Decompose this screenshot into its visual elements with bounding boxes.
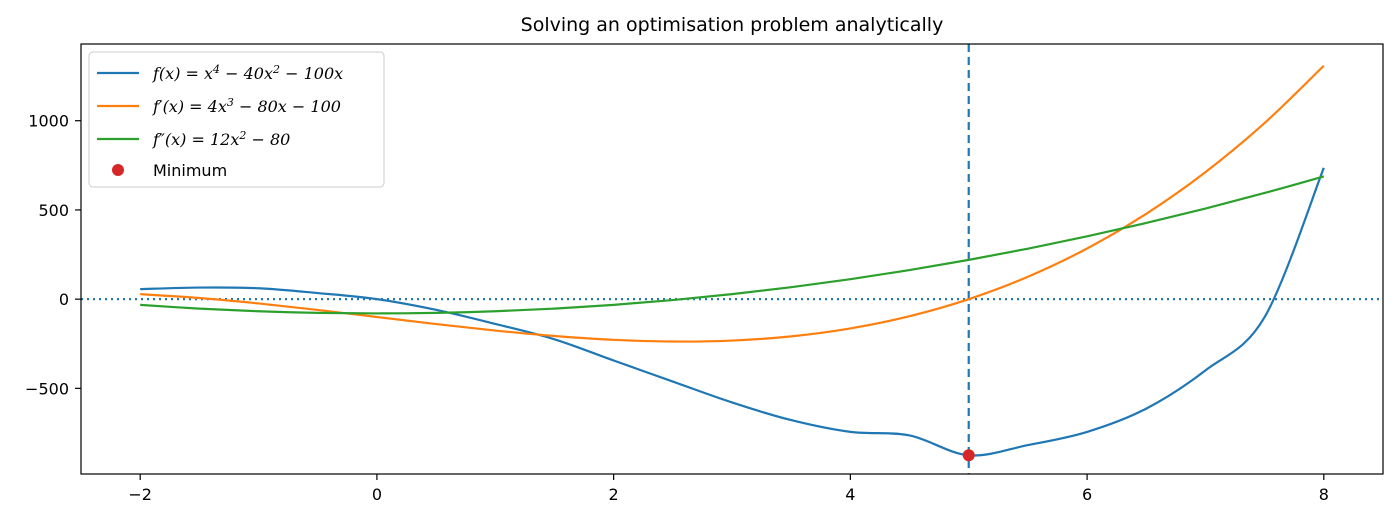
x-tick-label: 8 (1319, 485, 1329, 504)
legend-marker-swatch (112, 164, 124, 176)
y-tick-label: 500 (38, 201, 69, 220)
x-axis: −2 0 2 4 6 8 (128, 474, 1329, 504)
y-tick-label: −500 (25, 379, 69, 398)
f-double-prime-series-line (140, 175, 1325, 315)
y-tick-label: 1000 (28, 112, 69, 131)
f-series-line (140, 167, 1325, 457)
legend-label: Minimum (153, 161, 227, 180)
x-tick-label: −2 (128, 485, 152, 504)
plot-clip-group (81, 44, 1383, 474)
x-tick-label: 4 (845, 485, 855, 504)
legend-entry-f-prime: f′(x) = 4x3 − 80x − 100 (97, 96, 341, 117)
chart-title: Solving an optimisation problem analytic… (521, 14, 944, 36)
legend-box (88, 51, 385, 188)
legend: f(x) = x4 − 40x2 − 100x f′(x) = 4x3 − 80x… (88, 51, 385, 188)
legend-entry-f-double-prime: f″(x) = 12x2 − 80 (97, 129, 290, 150)
legend-label: f(x) = x4 − 40x2 − 100x (152, 63, 343, 84)
x-tick-label: 6 (1082, 485, 1092, 504)
legend-entry-minimum: Minimum (112, 161, 227, 180)
y-axis: −500 0 500 1000 (25, 112, 81, 398)
legend-label: f′(x) = 4x3 − 80x − 100 (152, 96, 341, 117)
legend-label: f″(x) = 12x2 − 80 (152, 129, 290, 150)
y-tick-label: 0 (59, 290, 69, 309)
legend-entry-f: f(x) = x4 − 40x2 − 100x (97, 63, 343, 84)
axes-frame (80, 43, 1384, 475)
x-tick-label: 0 (372, 485, 382, 504)
plot-area (81, 44, 1383, 474)
x-tick-label: 2 (609, 485, 619, 504)
minimum-point-marker (962, 449, 975, 462)
